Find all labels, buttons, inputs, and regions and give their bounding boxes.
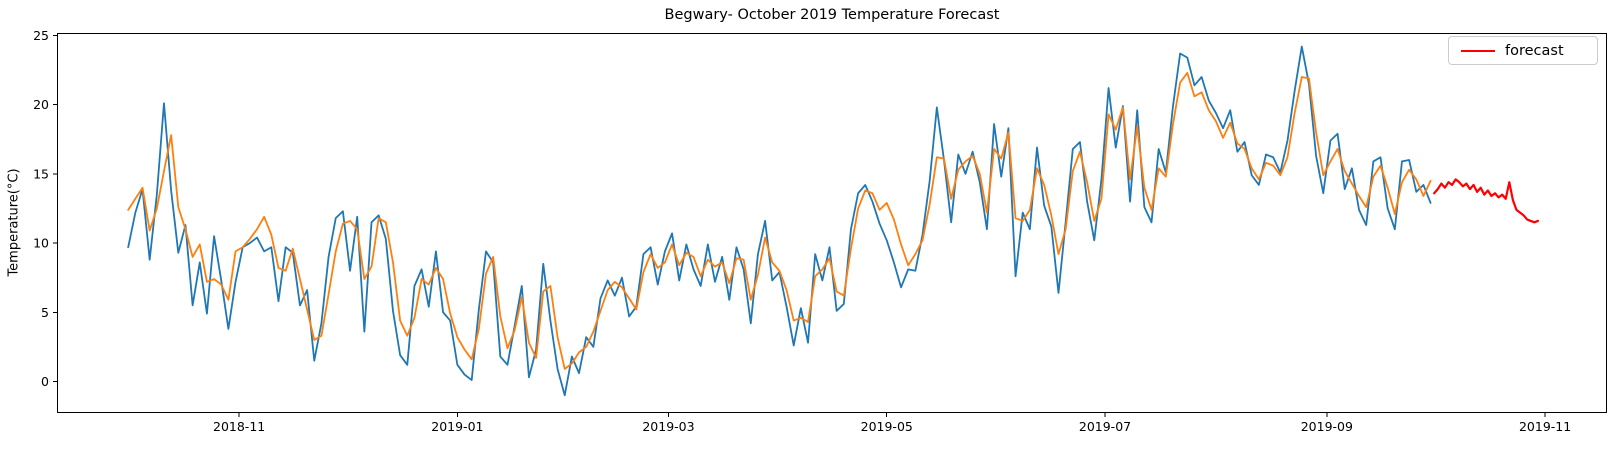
y-tick-label: 0 (41, 374, 49, 389)
x-tick-label: 2019-03 (642, 419, 694, 434)
legend-label: forecast (1505, 42, 1564, 59)
x-tick-label: 2019-01 (431, 419, 483, 434)
series-line-orange_series (127, 71, 1432, 370)
y-tick-label: 10 (33, 236, 49, 251)
y-tick-label: 5 (41, 305, 49, 320)
x-tick-label: 2019-07 (1079, 419, 1131, 434)
series-line-blue_series (127, 45, 1432, 397)
x-tick-label: 2019-05 (861, 419, 913, 434)
y-tick-label: 20 (33, 97, 49, 112)
x-tick-label: 2019-11 (1519, 419, 1571, 434)
chart-title: Begwary- October 2019 Temperature Foreca… (664, 7, 1000, 23)
legend: forecast (1448, 36, 1598, 65)
y-tick-label: 15 (33, 166, 49, 181)
forecast-legend-line-icon (1461, 49, 1495, 52)
x-tick-label: 2018-11 (213, 419, 265, 434)
x-tick-label: 2019-09 (1301, 419, 1353, 434)
axes-frame (57, 33, 1607, 413)
y-tick-label: 25 (33, 28, 49, 43)
series-line-forecast (1433, 178, 1540, 224)
